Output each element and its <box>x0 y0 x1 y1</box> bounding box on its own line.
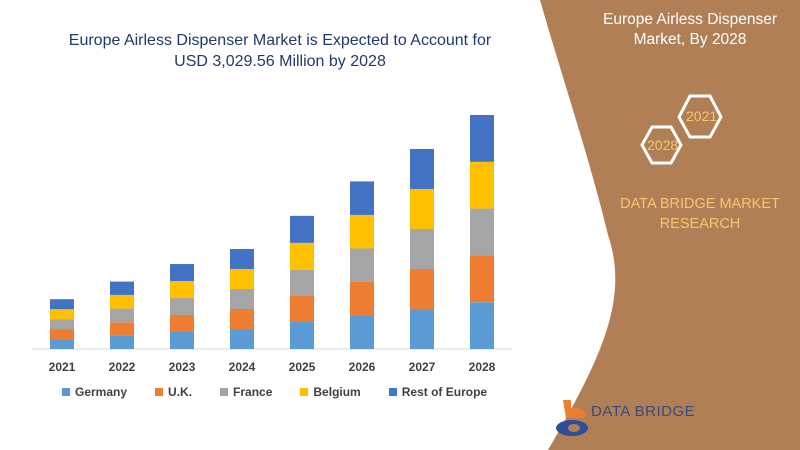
bar-2021-france <box>50 319 74 330</box>
legend-item: Rest of Europe <box>388 385 488 399</box>
legend-swatch <box>388 388 397 396</box>
x-tick-label: 2023 <box>169 360 196 374</box>
x-tick-label: 2022 <box>109 360 136 374</box>
hex-label-2021: 2021 <box>686 108 718 124</box>
bar-2027-belgium <box>410 188 434 229</box>
x-tick-label: 2024 <box>229 360 256 374</box>
bar-2028-rest-of-europe <box>470 115 494 162</box>
bar-2021-rest-of-europe <box>50 299 74 310</box>
bar-2023-rest-of-europe <box>170 264 194 282</box>
x-tick-label: 2025 <box>289 360 316 374</box>
x-tick-label: 2027 <box>409 360 436 374</box>
bar-2022-rest-of-europe <box>110 281 134 295</box>
legend-label: Rest of Europe <box>401 385 488 399</box>
bar-2027-germany <box>410 308 434 349</box>
legend-swatch <box>62 388 70 396</box>
side-title-line-2: Market, By 2028 <box>633 31 747 48</box>
bar-2024-belgium <box>230 268 254 289</box>
bar-2024-rest-of-europe <box>230 248 254 269</box>
bar-2028-belgium <box>470 161 494 209</box>
legend-item: Belgium <box>300 385 361 399</box>
title-line-1: Europe Airless Dispenser Market is Expec… <box>68 32 492 49</box>
bar-2021-u-k- <box>50 329 74 340</box>
x-tick-label: 2026 <box>349 360 376 374</box>
bar-2024-france <box>230 288 254 309</box>
bar-2024-germany <box>230 328 254 349</box>
bar-2026-u-k- <box>350 281 374 316</box>
bar-2028-germany <box>470 302 494 349</box>
bar-2026-belgium <box>350 214 374 249</box>
legend-label: Germany <box>75 385 128 399</box>
hex-label-2028: 2028 <box>647 137 679 153</box>
research-line-2: RESEARCH <box>659 216 741 232</box>
hexagon-2028 <box>640 125 683 165</box>
bar-2026-rest-of-europe <box>350 181 374 215</box>
stacked-bar-chart: 2021 2022 2023 2024 2025 2026 2027 2028 <box>32 115 512 374</box>
hexagon-2021 <box>677 94 723 139</box>
legend-item: Germany <box>62 385 127 399</box>
legend-item: U.K. <box>155 385 192 399</box>
bar-2027-rest-of-europe <box>410 148 434 189</box>
bar-2026-germany <box>350 315 374 349</box>
legend-label: Belgium <box>313 385 361 399</box>
bar-2023-belgium <box>170 281 194 299</box>
bar-2027-u-k- <box>410 268 434 309</box>
legend-item: France <box>220 385 272 399</box>
bar-2022-germany <box>110 335 134 349</box>
bar-2021-belgium <box>50 309 74 320</box>
page-title: Europe Airless Dispenser Market is Expec… <box>20 30 540 72</box>
bar-2024-u-k- <box>230 308 254 329</box>
legend-swatch <box>300 388 309 396</box>
side-panel <box>540 0 800 450</box>
side-title-line-1: Europe Airless Dispenser <box>602 11 778 28</box>
bar-2023-france <box>170 298 194 316</box>
bar-2025-belgium <box>290 242 314 270</box>
bar-2028-france <box>470 208 494 256</box>
x-tick-label: 2028 <box>469 360 496 374</box>
bar-2025-u-k- <box>290 295 314 322</box>
bar-2028-u-k- <box>470 255 494 303</box>
bar-2025-france <box>290 269 314 296</box>
research-label: DATA BRIDGE MARKET RESEARCH <box>610 194 790 234</box>
side-title: Europe Airless Dispenser Market, By 2028 <box>590 10 790 50</box>
legend-label: France <box>233 385 273 399</box>
bar-2022-belgium <box>110 294 134 309</box>
bar-2026-france <box>350 248 374 282</box>
logo-icon <box>556 400 588 436</box>
bar-2022-u-k- <box>110 322 134 336</box>
bar-2025-rest-of-europe <box>290 215 314 243</box>
title-line-2: USD 3,029.56 Million by 2028 <box>174 53 386 70</box>
x-tick-label: 2021 <box>49 360 76 374</box>
research-line-1: DATA BRIDGE MARKET <box>620 196 780 212</box>
chart-legend: Germany U.K. France Belgium Rest of Europe <box>62 385 515 399</box>
legend-swatch <box>220 388 229 396</box>
bar-2027-france <box>410 228 434 269</box>
bar-2025-germany <box>290 321 314 349</box>
logo-text: DATA BRIDGE <box>591 403 696 420</box>
legend-label: U.K. <box>168 385 193 399</box>
legend-swatch <box>155 388 164 396</box>
bar-2022-france <box>110 308 134 323</box>
bar-2023-germany <box>170 332 194 349</box>
bar-2023-u-k- <box>170 315 194 333</box>
bar-2021-germany <box>50 339 74 349</box>
